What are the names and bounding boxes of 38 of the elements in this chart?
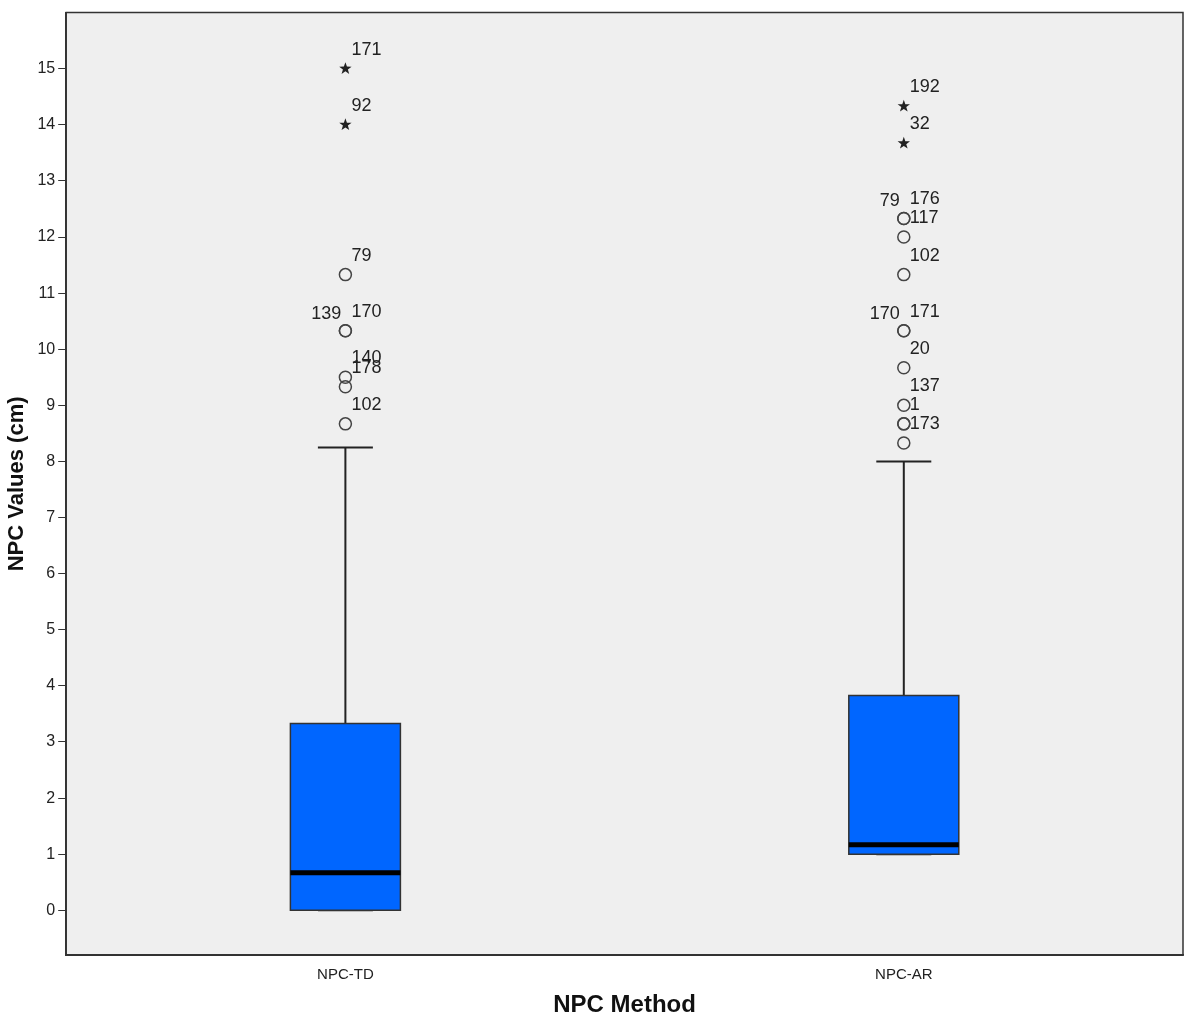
annotation: 92 [351, 94, 372, 115]
annotation: 20 [909, 337, 930, 358]
x-axis-title: NPC Method [553, 990, 696, 1018]
annotation: 79 [351, 244, 372, 265]
annotation: 1 [909, 393, 920, 414]
annotation: 176 [909, 188, 940, 209]
annotation: 171 [351, 38, 382, 59]
annotation: 192 [909, 76, 940, 97]
y-tick-label: 5 [46, 620, 56, 638]
x-tick-label: NPC-AR [875, 965, 933, 983]
y-tick-label: 9 [46, 395, 56, 413]
annotation: 79 [879, 190, 900, 211]
y-tick-label: 10 [37, 339, 56, 357]
y-tick-label: 4 [46, 676, 56, 694]
annotation: 117 [909, 207, 939, 227]
annotation: 170 [869, 302, 900, 323]
annotation: 102 [351, 393, 382, 414]
annotation: 139 [311, 302, 342, 323]
annotation: 32 [909, 113, 930, 134]
y-tick-label: 3 [46, 732, 56, 750]
y-tick-label: 0 [46, 900, 56, 918]
y-axis-title: NPC Values (cm) [3, 396, 29, 572]
y-tick-label: 15 [37, 59, 56, 77]
x-tick-label: NPC-TD [317, 965, 374, 983]
annotation: 170 [351, 300, 382, 321]
y-tick-label: 11 [38, 283, 56, 301]
annotation: 173 [909, 412, 940, 433]
y-tick-label: 6 [46, 564, 56, 582]
y-tick-label: 14 [37, 115, 56, 133]
y-tick-label: 8 [46, 451, 56, 469]
y-tick-label: 13 [37, 171, 56, 189]
annotation: 171 [909, 300, 940, 321]
y-tick-label: 2 [46, 788, 56, 806]
y-tick-label: 7 [46, 507, 56, 525]
y-tick-label: 1 [46, 844, 56, 862]
annotation: 102 [909, 244, 940, 265]
annotation: 137 [909, 375, 940, 396]
y-tick-label: 12 [37, 227, 56, 245]
